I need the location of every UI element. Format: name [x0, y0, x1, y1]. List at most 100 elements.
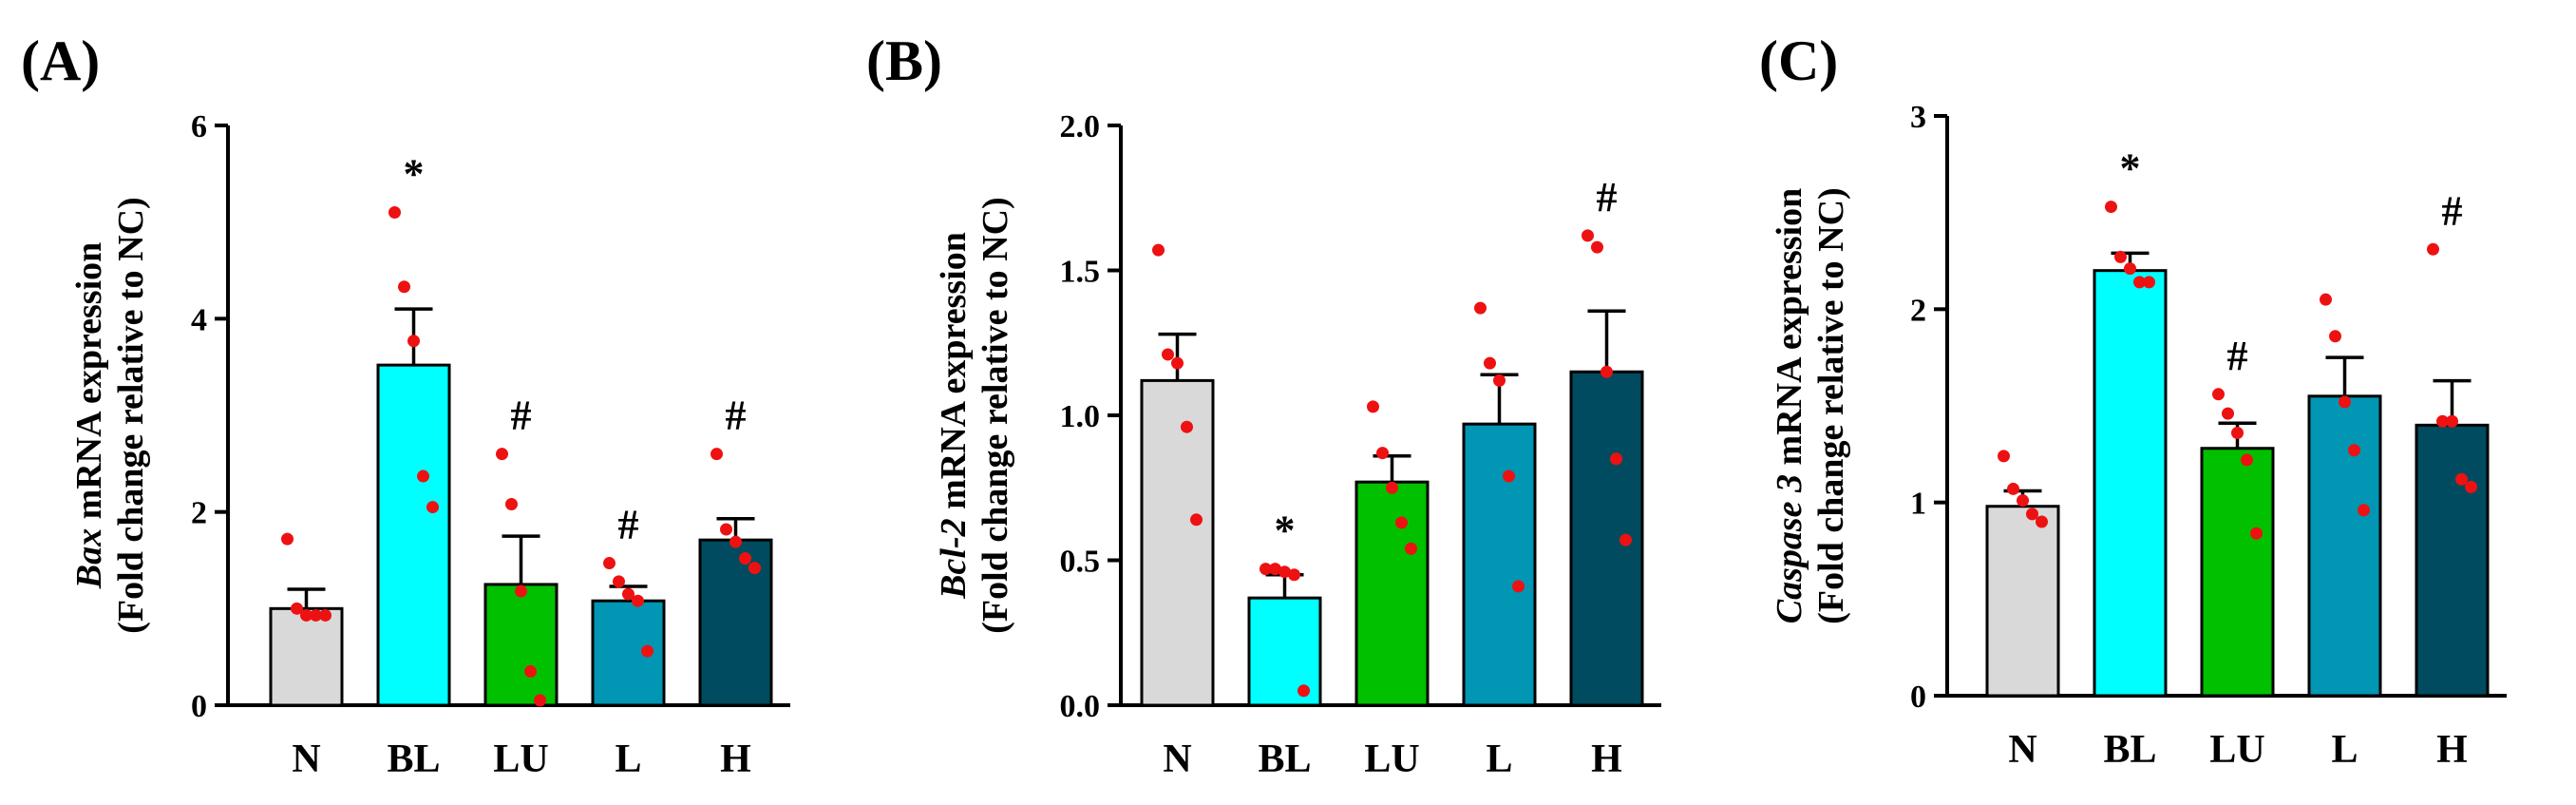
bar-N [269, 606, 344, 707]
data-point-N [1171, 356, 1184, 370]
bar-H [2415, 423, 2490, 698]
data-point-BL [417, 470, 429, 483]
y-tick-label: 2 [191, 496, 207, 531]
data-point-H [720, 523, 732, 536]
x-category-label-LU: LU [2209, 728, 2264, 772]
significance-marker-LU: # [511, 393, 532, 439]
bar-N [1140, 378, 1215, 707]
data-point-H [2427, 242, 2439, 256]
data-point-H [710, 448, 723, 461]
data-point-L [2358, 504, 2370, 517]
panel-3: (C) 0 1 2 3 Caspase 3 mRNA expression (Fold ch… [1759, 29, 2507, 772]
y-tick-label: 1.0 [1060, 399, 1101, 434]
data-point-H [2436, 414, 2449, 428]
data-point-BL [2105, 201, 2117, 214]
data-point-LU [1376, 447, 1389, 460]
data-point-LU [505, 498, 518, 511]
y-tick-label: 3 [1910, 100, 1926, 135]
data-point-N [310, 608, 322, 622]
panel-1: (A) 0 2 4 6 Bax mRNA expression (Fold change r… [21, 29, 790, 781]
y-axis-label-rest: mRNA expression [1770, 188, 1809, 474]
x-category-label-N: N [2008, 728, 2036, 772]
data-point-LU [1395, 516, 1408, 529]
significance-marker-L: # [618, 502, 639, 548]
data-point-L [2320, 293, 2332, 306]
y-axis-label: Bax mRNA expression [69, 242, 109, 590]
data-point-N [1152, 243, 1165, 257]
data-point-H [1619, 533, 1632, 546]
x-category-label-BL: BL [387, 738, 440, 781]
x-category-label-H: H [2436, 728, 2468, 772]
panel-label: (C) [1759, 29, 1838, 92]
data-point-LU [1386, 481, 1398, 494]
x-category-label-N: N [292, 738, 320, 781]
data-point-L [641, 644, 653, 658]
data-point-H [729, 535, 742, 548]
y-axis-label-line2: (Fold change relative to NC) [111, 197, 151, 633]
data-point-H [1610, 452, 1622, 466]
data-point-BL [2143, 276, 2155, 289]
x-category-label-BL: BL [2103, 728, 2156, 772]
x-category-label-L: L [1486, 738, 1512, 781]
y-tick-label: 1 [1910, 487, 1926, 522]
data-point-N [2026, 508, 2038, 521]
panel-label: (A) [21, 29, 100, 92]
data-point-L [1512, 580, 1525, 593]
data-point-N [1190, 513, 1203, 527]
y-tick-label: 4 [191, 302, 207, 337]
data-point-BL [1260, 563, 1272, 576]
y-tick-label: 0.0 [1060, 689, 1101, 724]
data-point-BL [426, 501, 439, 514]
y-tick-label: 0.5 [1060, 545, 1101, 580]
data-point-LU [2241, 453, 2253, 467]
bar-LU [2200, 447, 2275, 698]
data-point-LU [1367, 400, 1379, 413]
data-point-LU [2231, 426, 2244, 439]
data-point-LU [524, 664, 537, 678]
bar-BL [376, 363, 451, 707]
bar-H [698, 538, 773, 707]
significance-marker-H: # [1597, 174, 1618, 220]
data-point-N [319, 608, 331, 622]
data-point-L [1484, 356, 1496, 370]
y-tick-label: 1.5 [1060, 255, 1101, 290]
y-axis-label-gene: Caspase 3 [1770, 474, 1809, 623]
data-point-H [748, 562, 761, 575]
data-point-L [1493, 374, 1506, 387]
data-point-LU [534, 694, 546, 707]
y-axis-label-rest: mRNA expression [69, 242, 109, 528]
data-point-H [2446, 414, 2458, 428]
data-point-N [2007, 482, 2019, 495]
data-point-L [2329, 330, 2341, 343]
y-tick-label: 2.0 [1060, 109, 1101, 144]
data-point-H [1591, 240, 1603, 254]
data-point-N [2036, 515, 2048, 528]
data-point-N [2017, 494, 2029, 508]
data-point-N [1162, 348, 1174, 361]
x-category-label-LU: LU [1364, 738, 1419, 781]
data-point-L [1503, 470, 1515, 483]
bar-L [1462, 422, 1537, 707]
data-point-BL [2114, 250, 2127, 263]
data-point-L [2348, 444, 2360, 457]
data-point-L [622, 587, 635, 601]
data-point-L [632, 594, 644, 607]
data-point-BL [1288, 568, 1300, 582]
data-point-LU [1405, 542, 1417, 555]
x-category-label-H: H [720, 738, 751, 781]
significance-marker-BL: * [404, 151, 425, 198]
bar-L [591, 599, 666, 707]
significance-marker-BL: * [2120, 145, 2141, 192]
y-axis-label: Caspase 3 mRNA expression [1770, 188, 1809, 624]
y-axis-label-gene: Bax [69, 528, 109, 589]
x-category-label-L: L [2331, 728, 2358, 772]
bar-BL [2093, 269, 2168, 698]
y-axis-label-gene: Bcl-2 [934, 518, 974, 599]
data-point-BL [398, 280, 410, 294]
data-point-N [300, 608, 313, 622]
data-point-L [2339, 395, 2351, 409]
y-axis-label-line2: (Fold change relative to NC) [975, 197, 1015, 633]
data-point-N [1181, 420, 1193, 433]
data-point-BL [388, 206, 401, 219]
y-tick-label: 0 [1910, 680, 1926, 715]
